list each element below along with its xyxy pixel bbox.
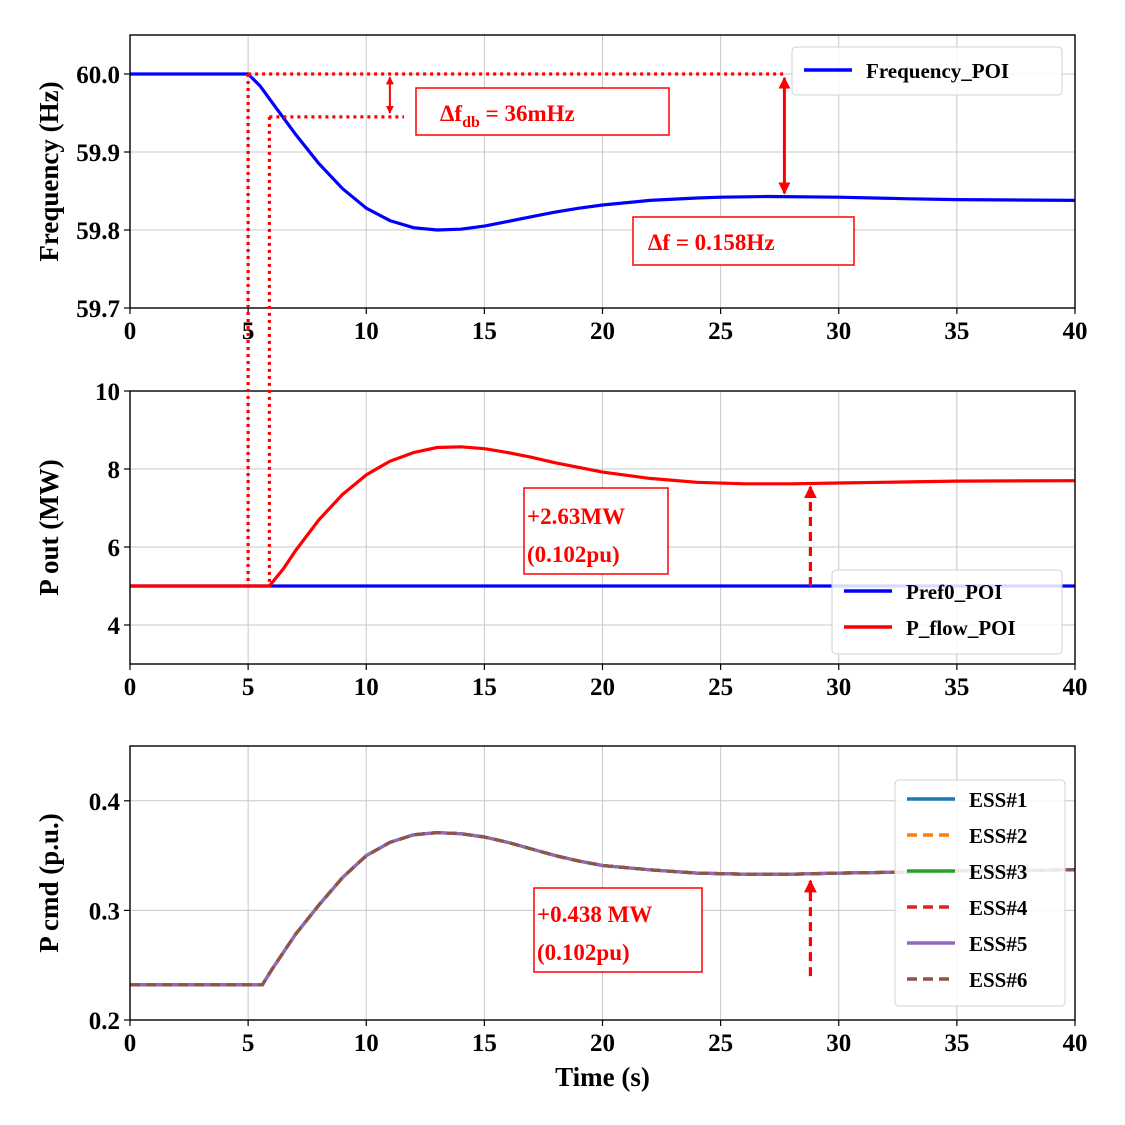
y-tick-label: 8 [108, 457, 121, 484]
legend-box [791, 46, 1063, 96]
x-tick-label: 15 [472, 1030, 497, 1057]
x-tick-label: 10 [354, 318, 379, 345]
x-tick-label: 25 [708, 1030, 733, 1057]
x-tick-label: 25 [708, 318, 733, 345]
x-tick-label: 35 [944, 1030, 969, 1057]
legend-label: P_flow_POI [906, 616, 1016, 640]
legend-label: ESS#3 [969, 860, 1027, 884]
p-cmd-box [533, 887, 703, 973]
y-tick-label: 0.3 [89, 898, 120, 925]
delta-f-label: Δf = 0.158Hz [648, 230, 775, 255]
series-line-ess-6 [130, 831, 1076, 987]
p-out-label-line2: (0.102pu) [527, 542, 620, 567]
legend-label: ESS#2 [969, 824, 1027, 848]
x-tick-label: 10 [354, 674, 379, 701]
legend-pcmd: ESS#1 ESS#2 ESS#3 ESS#4 ESS#5 ESS#6 [894, 779, 1066, 1007]
x-tick-label: 15 [472, 318, 497, 345]
x-tick-label: 30 [826, 1030, 851, 1057]
y-tick-label: 0.4 [89, 789, 121, 816]
x-tick-label: 10 [354, 1030, 379, 1057]
legend-box [894, 779, 1066, 1007]
plot-frame [129, 745, 1076, 1021]
y-axis-label: P out (MW) [34, 459, 64, 595]
x-tick-label: 40 [1063, 1030, 1088, 1057]
y-tick-label: 10 [95, 379, 120, 406]
deadband-label-tail: = 36mHz [480, 101, 575, 126]
y-tick-label: 4 [108, 613, 121, 640]
y-tick-label: 59.7 [76, 296, 120, 323]
x-tick-label: 35 [944, 674, 969, 701]
x-tick-label: 5 [242, 1030, 255, 1057]
legend-label: ESS#5 [969, 932, 1027, 956]
p-out-label-line1: +2.63MW [527, 504, 625, 529]
x-tick-label: 15 [472, 674, 497, 701]
y-axis-label: Frequency (Hz) [34, 81, 64, 261]
x-tick-label: 25 [708, 674, 733, 701]
x-tick-label: 30 [826, 318, 851, 345]
series-line-p-flow-poi [130, 445, 1076, 588]
deadband-label-main: Δf [440, 101, 462, 126]
x-tick-label: 0 [124, 674, 137, 701]
legend-label: Frequency_POI [866, 59, 1009, 83]
p-cmd-label-line1: +0.438 MW [537, 902, 652, 927]
plot-frame [129, 390, 1076, 665]
legend-label: ESS#6 [969, 968, 1027, 992]
y-tick-label: 6 [108, 535, 121, 562]
x-tick-label: 20 [590, 1030, 615, 1057]
x-tick-label: 5 [242, 674, 255, 701]
y-axis-label: P cmd (p.u.) [34, 813, 64, 953]
x-tick-label: 35 [944, 318, 969, 345]
x-tick-label: 30 [826, 674, 851, 701]
y-tick-label: 59.8 [76, 218, 120, 245]
x-tick-label: 0 [124, 318, 137, 345]
deadband-box [415, 87, 670, 136]
p-cmd-label-line2: (0.102pu) [537, 940, 630, 965]
plot-frame [129, 34, 1076, 309]
x-tick-label: 20 [590, 318, 615, 345]
x-tick-label: 0 [124, 1030, 137, 1057]
x-tick-label: 20 [590, 674, 615, 701]
series-line-frequency-poi [130, 72, 1076, 232]
legend-label: ESS#1 [969, 788, 1027, 812]
chart-pcmd: 0 5 10 15 20 25 30 35 40 0.2 0.3 0.4 P cmd (p.u.) Tim… [34, 745, 1088, 1092]
x-tick-label: 40 [1063, 318, 1088, 345]
delta-f-box [632, 216, 855, 266]
annotations: Δfdb = 36mHz Δf = 0.158Hz +2.63MW (0.102pu)… [246, 72, 855, 977]
p-out-box [523, 487, 669, 575]
legend-freq: Frequency_POI [791, 46, 1063, 96]
y-tick-label: 59.9 [76, 140, 120, 167]
x-tick-label: 5 [242, 318, 255, 345]
y-tick-label: 60.0 [76, 62, 120, 89]
legend-label: ESS#4 [969, 896, 1028, 920]
x-tick-label: 40 [1063, 674, 1088, 701]
legend-label: Pref0_POI [906, 580, 1002, 604]
deadband-label-sub: db [462, 114, 480, 131]
x-axis-label: Time (s) [555, 1062, 650, 1092]
y-tick-label: 0.2 [89, 1008, 120, 1035]
legend-pout: Pref0_POI P_flow_POI [831, 569, 1063, 655]
deadband-label: Δfdb = 36mHz [440, 101, 575, 131]
chart-freq: 0 5 10 15 20 25 30 35 40 59.7 59.8 59.9 60.0 Frequenc… [34, 34, 1088, 345]
